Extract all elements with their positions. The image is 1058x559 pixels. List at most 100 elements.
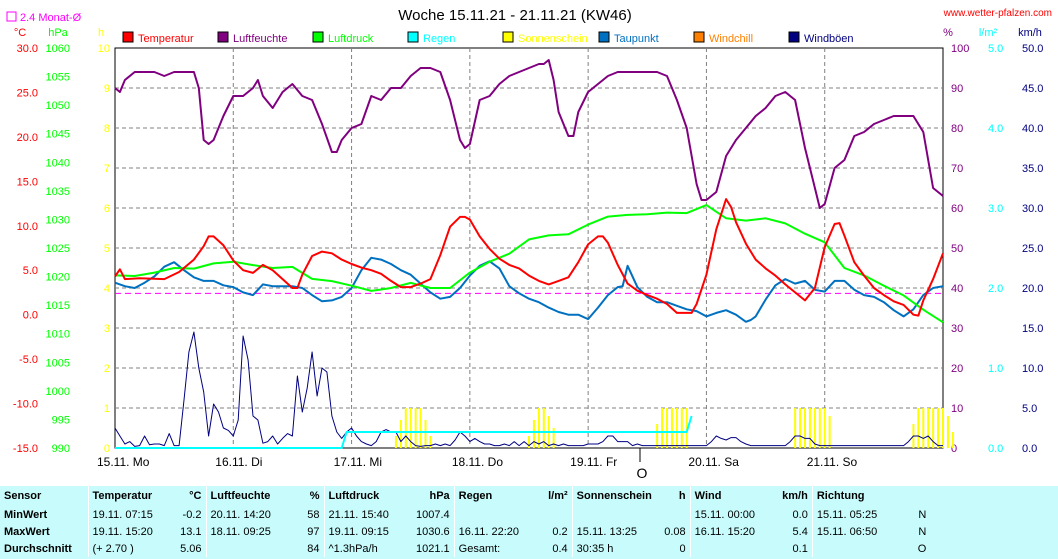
- sunshine-bar: [917, 408, 920, 448]
- sunshine-bar: [818, 408, 821, 448]
- tick-label-humidity: 100: [951, 43, 969, 55]
- summary-cell: 15.11. 06:50: [811, 523, 901, 540]
- summary-cell: [660, 506, 690, 523]
- tick-label-wind: 50.0: [1022, 43, 1043, 55]
- sun-marker: O: [637, 465, 648, 481]
- sunshine-bar: [429, 436, 432, 448]
- sunshine-bar: [419, 408, 422, 448]
- summary-cell: Sonnenschein: [571, 486, 661, 506]
- summary-cell: 21.11. 15:40: [323, 506, 412, 523]
- legend-swatch: [502, 31, 514, 43]
- tick-label-pressure: 1000: [46, 386, 70, 398]
- weather-chart-svg: Woche 15.11.21 - 21.11.21 (KW46) www.wett…: [6, 7, 1052, 481]
- x-tick-label: 21.11. So: [807, 455, 858, 469]
- tick-label-sunshine: 8: [104, 123, 110, 135]
- summary-cell: Durchschnitt: [4, 542, 72, 555]
- x-tick-label: 16.11. Di: [215, 455, 262, 469]
- tick-label-rain: 1.0: [988, 363, 1003, 375]
- summary-cell: 0.0: [792, 508, 808, 521]
- tick-label-wind: 45.0: [1022, 83, 1043, 95]
- summary-cell: 1021.1: [416, 542, 450, 555]
- sunshine-bar: [409, 408, 412, 448]
- tick-label-temperature: 10.0: [17, 221, 38, 233]
- tick-label-rain: 2.0: [988, 283, 1003, 295]
- summary-cell: 15.11. 13:25: [571, 523, 661, 540]
- tick-label-sunshine: 5: [104, 243, 110, 255]
- tick-label-pressure: 1015: [46, 300, 70, 312]
- summary-cell: 19.11. 07:15: [87, 506, 176, 523]
- legend-swatch: [217, 31, 229, 43]
- summary-cell: [453, 506, 543, 523]
- tick-label-pressure: 1030: [46, 214, 70, 226]
- tick-label-humidity: 70: [951, 163, 963, 175]
- summary-cell: 1030.6: [416, 525, 450, 538]
- summary-cell: km/h: [782, 490, 808, 502]
- tick-label-wind: 0.0: [1022, 443, 1037, 455]
- summary-cell: Luftdruck: [323, 486, 412, 506]
- summary-cell: Luftfeuchte: [205, 486, 294, 506]
- series-line-temperatur: [114, 198, 944, 317]
- tick-label-wind: 40.0: [1022, 123, 1043, 135]
- sunshine-bar: [922, 408, 925, 448]
- legend-entry: Regen: [423, 33, 455, 45]
- summary-cell: [900, 486, 930, 506]
- x-tick-label: 18.11. Do: [452, 455, 503, 469]
- tick-label-humidity: 60: [951, 203, 963, 215]
- tick-label-pressure: 1050: [46, 100, 70, 112]
- tick-label-pressure: 1025: [46, 243, 70, 255]
- summary-row: MinWert 19.11. 07:15 -0.2 20.11. 14:20 58 21.…: [0, 506, 930, 523]
- summary-cell: 13.1: [180, 525, 202, 538]
- tick-label-temperature: 30.0: [17, 43, 38, 55]
- series-line-luftdruck: [114, 204, 944, 324]
- summary-cell: 97: [307, 525, 320, 538]
- tick-label-wind: 5.0: [1022, 403, 1037, 415]
- summary-row: Durchschnitt (+ 2.70 ) 5.06 84 ^1.3hPa/h 1021…: [0, 540, 930, 557]
- avg-marker-box: [6, 11, 17, 22]
- unit-label-sunshine: h: [98, 27, 104, 39]
- summary-cell: Gesamt:: [453, 540, 543, 557]
- summary-cell: 30:35 h: [571, 540, 661, 557]
- summary-cell: 0.1: [792, 542, 808, 555]
- legend-entry: Luftfeuchte: [233, 33, 287, 45]
- legend-entry: Windchill: [709, 33, 753, 45]
- tick-label-sunshine: 2: [104, 363, 110, 375]
- summary-cell: h: [678, 490, 686, 502]
- tick-label-wind: 10.0: [1022, 363, 1043, 375]
- tick-label-humidity: 90: [951, 83, 963, 95]
- summary-cell: 0.2: [552, 525, 568, 538]
- summary-cell: [571, 506, 661, 523]
- summary-cell: 5.4: [792, 525, 808, 538]
- sunshine-bar: [946, 416, 949, 448]
- legend-entry: Temperatur: [138, 33, 194, 45]
- summary-cell: 19.11. 09:15: [323, 523, 412, 540]
- summary-cell: hPa: [429, 490, 450, 502]
- summary-cell: 0: [679, 542, 686, 555]
- tick-label-pressure: 990: [52, 443, 70, 455]
- tick-label-pressure: 995: [52, 414, 70, 426]
- summary-cell: Regen: [453, 486, 543, 506]
- sunshine-bar: [404, 408, 407, 448]
- sunshine-bar: [927, 408, 930, 448]
- summary-cell: Richtung: [811, 486, 901, 506]
- summary-cell: [689, 540, 779, 557]
- sunshine-bar: [666, 408, 668, 448]
- sunshine-bar: [656, 424, 659, 448]
- avg-label: 2.4 Monat-Ø: [20, 12, 82, 24]
- sunshine-bar: [394, 436, 397, 448]
- sunshine-bar: [670, 408, 673, 448]
- summary-cell: 18.11. 09:25: [205, 523, 294, 540]
- sunshine-bar: [808, 408, 811, 448]
- sunshine-bar: [661, 408, 664, 448]
- sunshine-bar: [399, 420, 402, 448]
- sunshine-bar: [828, 416, 831, 448]
- sunshine-bar: [932, 408, 935, 448]
- sunshine-bar: [542, 408, 545, 448]
- summary-cell: 0.4: [552, 542, 568, 555]
- sunshine-bar: [794, 408, 797, 448]
- sunshine-bar: [537, 408, 540, 448]
- summary-cell: °C: [189, 490, 202, 502]
- tick-label-wind: 20.0: [1022, 283, 1043, 295]
- tick-label-sunshine: 4: [104, 283, 110, 295]
- sunshine-bar: [675, 408, 678, 448]
- tick-label-humidity: 20: [951, 363, 963, 375]
